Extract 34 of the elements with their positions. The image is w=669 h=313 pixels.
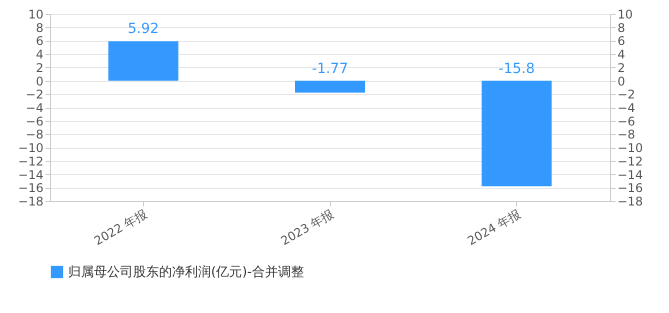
y-tick-label: −8 [26,128,44,142]
data-label: -1.77 [312,60,348,77]
legend-label: 归属母公司股东的净利润(亿元)-合并调整 [68,265,304,280]
y2-tick-label: −14 [618,168,643,182]
y-tick-label: −10 [18,141,44,156]
y-tick-label: 6 [36,34,44,48]
y2-tick-label: −4 [618,101,636,115]
y2-tick-label: 6 [618,34,626,48]
y2-tick-label: 8 [618,20,626,35]
y-tick-label: 2 [36,60,44,75]
y-tick-label: −6 [26,114,44,128]
y2-tick-label: 10 [618,8,633,22]
data-label: 5.92 [128,21,159,38]
y2-tick-label: −12 [618,154,643,168]
y2-tick-label: 4 [618,48,626,62]
y-tick-label: 4 [36,48,44,62]
y-tick-label: 10 [28,8,44,22]
y2-tick-label: −6 [618,114,636,128]
y-tick-label: −16 [18,181,44,196]
y2-tick-label: 2 [618,60,626,75]
y2-tick-label: −16 [618,181,643,196]
y2-tick-label: 0 [618,74,626,88]
y-tick-label: −2 [26,88,44,102]
y2-tick-label: −2 [618,88,636,102]
y-tick-label: −4 [26,101,44,115]
y-tick-label: −14 [18,168,44,182]
y-tick-label: 0 [36,74,44,88]
y2-tick-label: −18 [618,194,643,208]
y-tick-label: −18 [18,194,44,208]
data-label: -15.8 [498,60,535,77]
y-tick-label: 8 [36,20,44,35]
y-tick-label: −12 [18,154,44,168]
y2-tick-label: −8 [618,128,636,142]
y2-tick-label: −10 [618,141,643,156]
